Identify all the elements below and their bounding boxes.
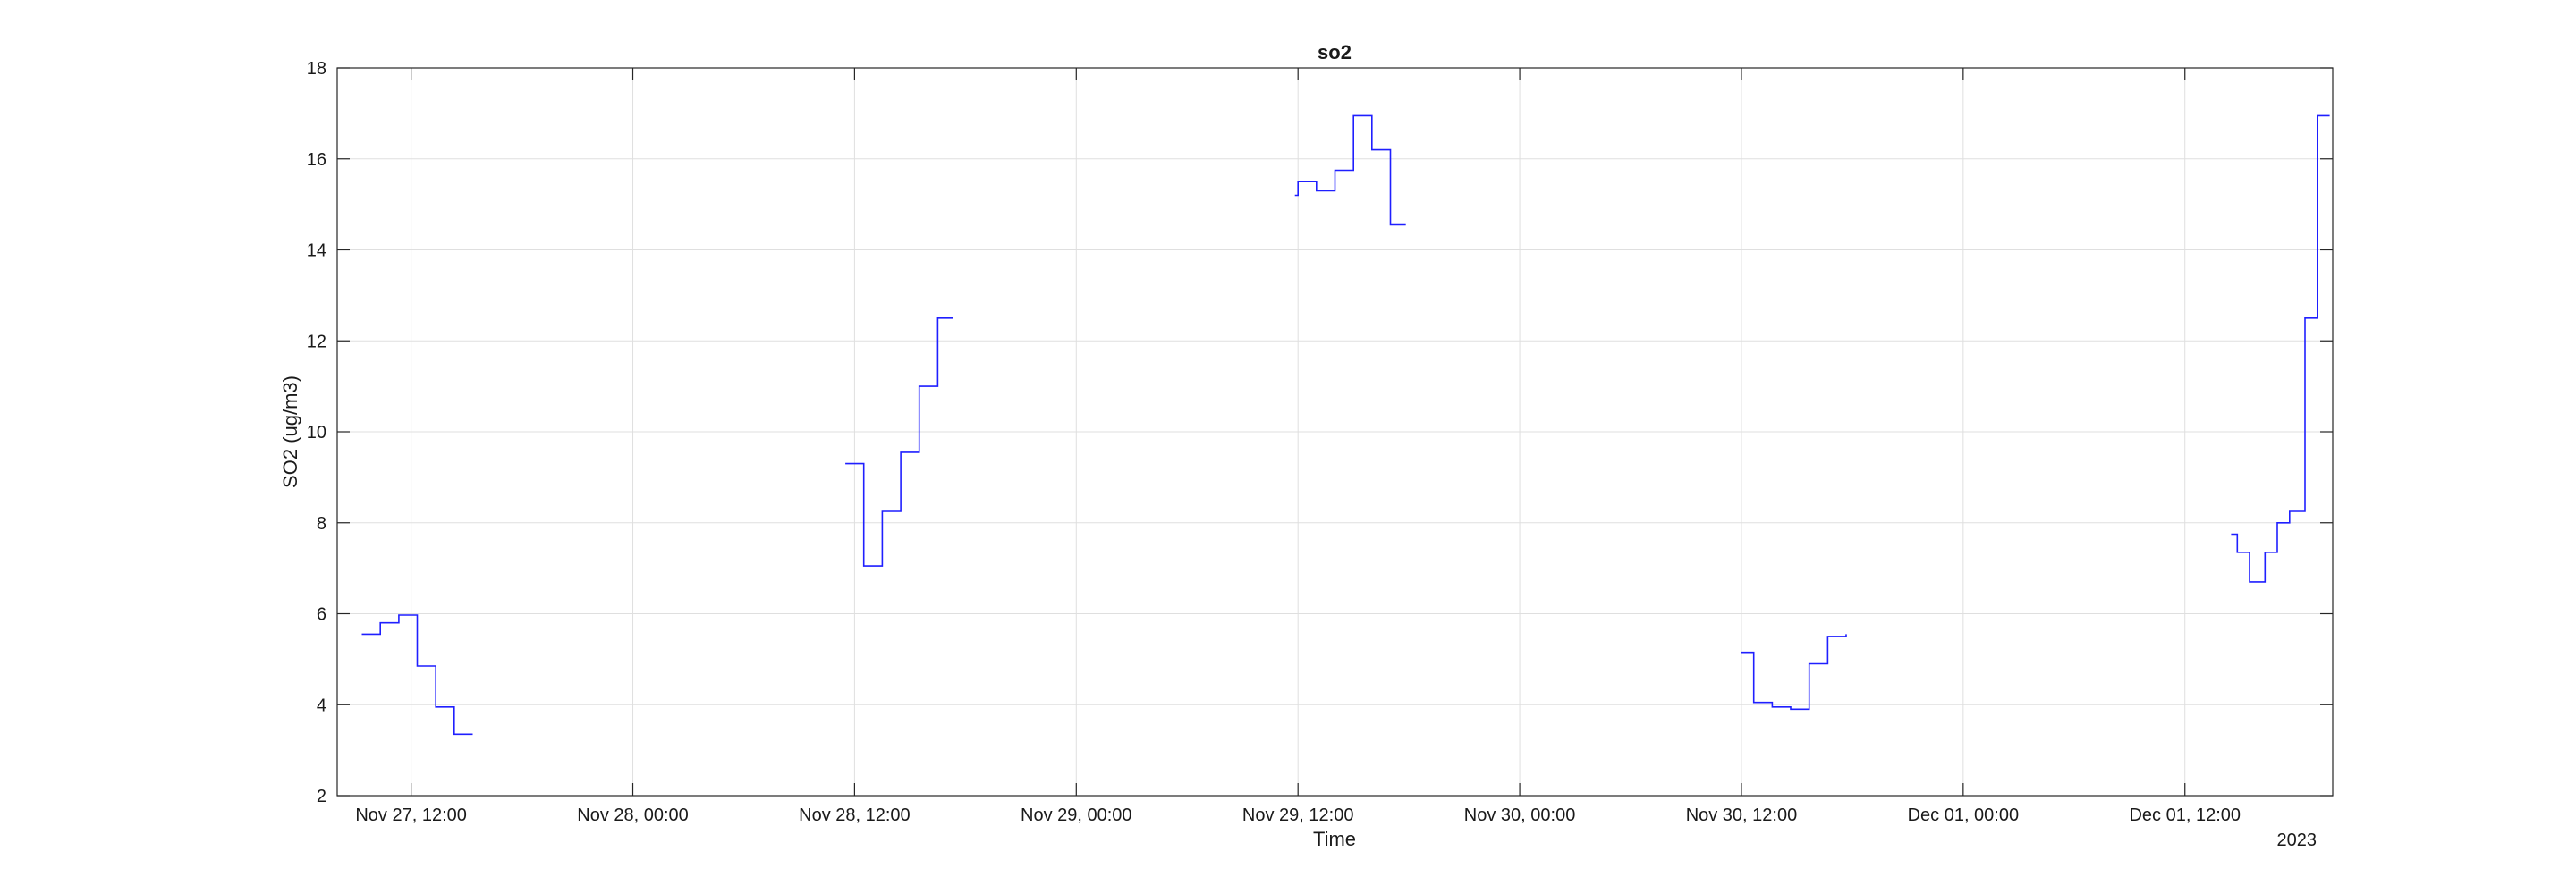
y-tick-label: 14 — [307, 241, 326, 261]
x-tick-label: Dec 01, 12:00 — [2129, 805, 2241, 825]
y-axis-title: SO2 (ug/m3) — [279, 375, 301, 488]
x-tick-label: Nov 29, 00:00 — [1021, 805, 1132, 825]
tick-labels: 2 4 6 8 10 12 14 16 18 Nov 27, 12:00 Nov 28, 00:00… — [307, 59, 2241, 825]
y-tick-label: 2 — [317, 787, 326, 806]
x-tick-label: Nov 30, 00:00 — [1464, 805, 1576, 825]
so2-line-segment-1 — [361, 614, 473, 736]
y-tick-label: 18 — [307, 59, 326, 79]
so2-line-segment-5 — [2231, 114, 2330, 583]
y-tick-label: 4 — [317, 696, 326, 715]
x-tick-label: Nov 27, 12:00 — [355, 805, 467, 825]
so2-series — [361, 114, 2330, 736]
y-tick-label: 16 — [307, 150, 326, 170]
y-tick-label: 8 — [317, 514, 326, 534]
y-tick-label: 6 — [317, 605, 326, 625]
chart-title: so2 — [1318, 41, 1352, 63]
x-tick-label: Nov 29, 12:00 — [1242, 805, 1354, 825]
x-tick-label: Nov 30, 12:00 — [1686, 805, 1798, 825]
y-tick-label: 10 — [307, 423, 326, 443]
so2-line-segment-3 — [1294, 114, 1406, 226]
axis-ticks — [337, 67, 2333, 797]
x-tick-label: Dec 01, 00:00 — [1908, 805, 2020, 825]
x-tick-label: Nov 28, 00:00 — [577, 805, 689, 825]
x-axis-title: Time — [1313, 828, 1356, 850]
so2-line-segment-4 — [1741, 634, 1847, 711]
x-axis-year-label: 2023 — [2277, 831, 2318, 850]
y-tick-label: 12 — [307, 332, 326, 351]
so2-line-segment-2 — [845, 317, 953, 567]
x-tick-label: Nov 28, 12:00 — [799, 805, 911, 825]
grid-lines — [337, 67, 2333, 797]
